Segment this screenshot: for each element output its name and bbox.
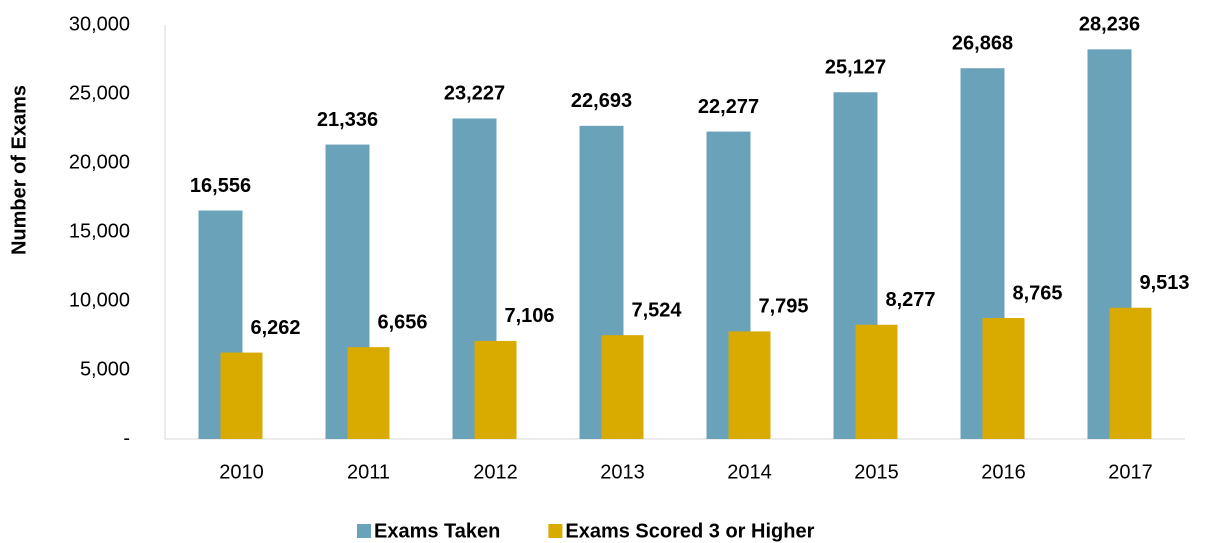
bar — [347, 347, 390, 439]
y-tick-label: - — [123, 427, 130, 449]
bar — [728, 331, 771, 439]
y-tick-label: 30,000 — [69, 13, 130, 35]
data-label: 9,513 — [1139, 272, 1189, 294]
legend-label: Exams Taken — [374, 520, 500, 542]
x-tick-label: 2015 — [854, 461, 899, 483]
y-tick-label: 5,000 — [80, 358, 130, 380]
y-tick-label: 10,000 — [69, 289, 130, 311]
x-tick-label: 2012 — [473, 461, 518, 483]
x-tick-label: 2010 — [219, 461, 264, 483]
bar — [1109, 307, 1152, 439]
legend-swatch — [548, 524, 563, 538]
bar — [220, 352, 263, 439]
data-label: 25,127 — [825, 57, 886, 79]
legend-label: Exams Scored 3 or Higher — [565, 520, 814, 542]
x-tick-label: 2016 — [981, 461, 1026, 483]
data-label: 8,765 — [1012, 282, 1062, 304]
data-label: 8,277 — [885, 289, 935, 311]
data-label: 26,868 — [952, 33, 1013, 55]
x-tick-label: 2011 — [347, 461, 390, 483]
data-label: 28,236 — [1079, 14, 1140, 36]
data-label: 7,524 — [631, 299, 682, 321]
data-label: 21,336 — [317, 109, 378, 131]
data-label: 7,795 — [758, 296, 808, 318]
y-tick-label: 20,000 — [69, 151, 130, 173]
x-tick-label: 2017 — [1108, 461, 1153, 483]
data-label: 7,106 — [504, 305, 554, 327]
data-label: 16,556 — [190, 175, 251, 197]
x-tick-label: 2014 — [727, 461, 772, 483]
data-label: 6,656 — [377, 311, 427, 333]
bar — [982, 318, 1025, 439]
data-label: 22,693 — [571, 90, 632, 112]
y-axis-title: Number of Exams — [8, 85, 30, 255]
y-tick-label: 25,000 — [69, 82, 130, 104]
data-label: 22,277 — [698, 96, 759, 118]
legend-swatch — [357, 524, 371, 538]
bar — [474, 340, 517, 439]
data-label: 23,227 — [444, 83, 505, 105]
bar — [601, 335, 644, 439]
x-tick-label: 2013 — [600, 461, 645, 483]
y-tick-label: 15,000 — [69, 220, 130, 242]
bar — [855, 324, 898, 439]
data-label: 6,262 — [250, 317, 300, 339]
